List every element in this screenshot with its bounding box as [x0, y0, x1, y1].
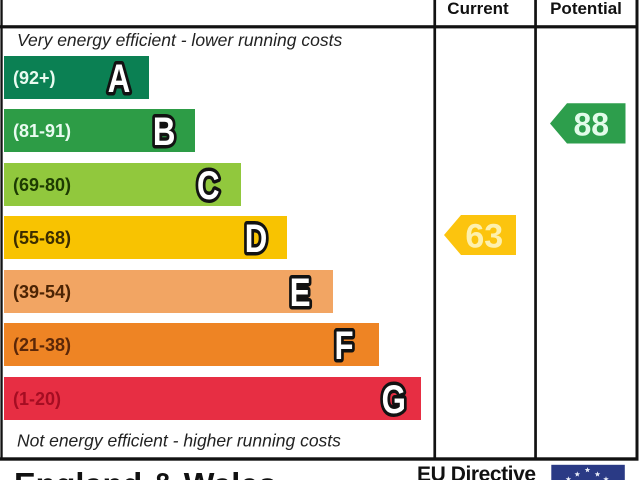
svg-text:EU Directive: EU Directive	[417, 463, 536, 480]
svg-text:England & Wales: England & Wales	[14, 467, 276, 480]
svg-text:(1-20): (1-20)	[13, 389, 61, 409]
svg-text:Very energy efficient - lower: Very energy efficient - lower running co…	[17, 30, 342, 50]
svg-text:F: F	[334, 323, 353, 368]
svg-text:A: A	[108, 56, 131, 101]
svg-text:B: B	[153, 109, 176, 154]
svg-text:(55-68): (55-68)	[13, 228, 71, 248]
svg-text:(92+): (92+)	[13, 68, 56, 88]
svg-text:Not energy efficient - higher: Not energy efficient - higher running co…	[17, 431, 341, 451]
svg-text:Current: Current	[447, 0, 509, 18]
svg-text:D: D	[245, 216, 268, 261]
svg-text:(21-38): (21-38)	[13, 335, 71, 355]
svg-text:(69-80): (69-80)	[13, 175, 71, 195]
svg-text:Potential: Potential	[550, 0, 622, 18]
svg-text:E: E	[290, 270, 311, 315]
svg-text:63: 63	[465, 217, 503, 255]
svg-text:88: 88	[574, 106, 610, 142]
svg-text:(81-91): (81-91)	[13, 121, 71, 141]
svg-text:C: C	[197, 163, 220, 208]
svg-text:(39-54): (39-54)	[13, 282, 71, 302]
svg-text:G: G	[382, 377, 406, 422]
